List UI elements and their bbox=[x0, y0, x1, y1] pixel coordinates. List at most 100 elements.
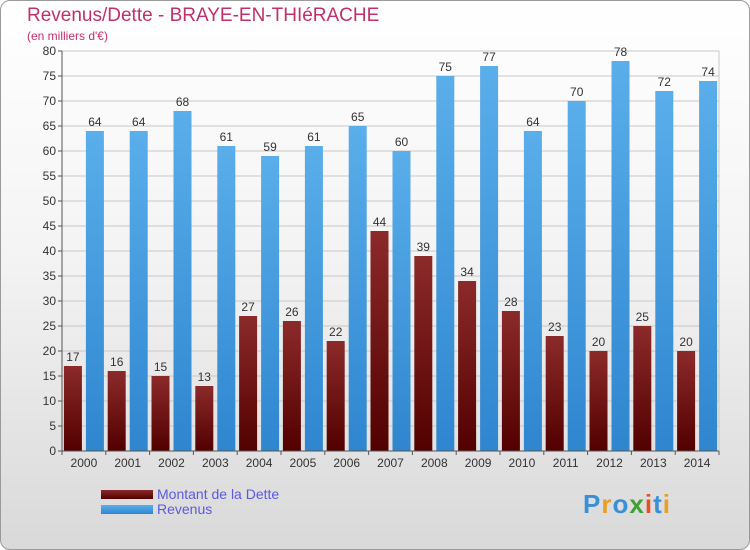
data-label-revenue: 74 bbox=[701, 65, 715, 79]
data-label-revenue: 78 bbox=[614, 45, 628, 59]
x-tick-label: 2003 bbox=[202, 456, 229, 470]
data-label-debt: 13 bbox=[198, 370, 212, 384]
y-tick-label: 65 bbox=[43, 119, 57, 133]
bar-debt bbox=[107, 371, 126, 451]
data-label-debt: 17 bbox=[66, 350, 80, 364]
chart-title: Revenus/Dette - BRAYE-EN-THIéRACHE bbox=[27, 5, 380, 26]
x-tick-label: 2013 bbox=[640, 456, 667, 470]
chart-subtitle: (en milliers d'€) bbox=[27, 29, 108, 43]
y-axis: 0 5 10 15 20 25 30 35 40 45 50 55 60 65 70 75 80 bbox=[43, 44, 63, 458]
y-tick-label: 60 bbox=[43, 144, 57, 158]
data-label-revenue: 75 bbox=[439, 60, 453, 74]
legend-label-revenue: Revenus bbox=[157, 501, 213, 517]
logo-letter: r bbox=[601, 489, 613, 519]
data-label-revenue: 77 bbox=[482, 50, 496, 64]
bar-debt bbox=[458, 281, 477, 451]
bar-revenue bbox=[436, 76, 455, 451]
bar-revenue bbox=[699, 81, 718, 451]
bar-revenue bbox=[567, 101, 586, 451]
x-tick-label: 2006 bbox=[333, 456, 360, 470]
data-label-debt: 22 bbox=[329, 325, 343, 339]
data-labels: 17 64 16 64 15 68 13 61 27 59 26 61 22 65 44 60 39 75 34 77… bbox=[66, 45, 715, 384]
logo-letter: P bbox=[583, 489, 602, 519]
data-label-debt: 23 bbox=[548, 320, 562, 334]
data-label-revenue: 61 bbox=[220, 130, 234, 144]
y-tick-label: 20 bbox=[43, 344, 57, 358]
y-tick-label: 55 bbox=[43, 169, 57, 183]
y-tick-label: 0 bbox=[49, 444, 56, 458]
x-tick-label: 2001 bbox=[114, 456, 141, 470]
x-tick-label: 2004 bbox=[246, 456, 273, 470]
bar-debt bbox=[326, 341, 345, 451]
x-tick-label: 2007 bbox=[377, 456, 404, 470]
bar-revenue bbox=[392, 151, 411, 451]
data-label-debt: 28 bbox=[504, 295, 518, 309]
bar-revenue bbox=[261, 156, 280, 451]
bars bbox=[63, 61, 718, 451]
x-tick-label: 2008 bbox=[421, 456, 448, 470]
bar-revenue bbox=[85, 131, 104, 451]
data-label-debt: 16 bbox=[110, 355, 124, 369]
x-tick-label: 2000 bbox=[71, 456, 98, 470]
x-tick-label: 2011 bbox=[553, 456, 579, 470]
grid-lines bbox=[62, 50, 720, 452]
data-label-revenue: 64 bbox=[526, 115, 540, 129]
bar-revenue bbox=[217, 146, 236, 451]
legend-label-debt: Montant de la Dette bbox=[157, 486, 280, 502]
bar-revenue bbox=[129, 131, 148, 451]
data-label-debt: 20 bbox=[592, 335, 606, 349]
data-label-revenue: 59 bbox=[263, 140, 277, 154]
logo-letter: i bbox=[662, 489, 671, 519]
data-label-revenue: 64 bbox=[132, 115, 146, 129]
data-label-debt: 25 bbox=[636, 310, 650, 324]
bar-revenue bbox=[523, 131, 542, 451]
x-axis: 2000 2001 2002 2003 2004 2005 2006 2007 2008 2009… bbox=[61, 450, 720, 470]
y-tick-label: 15 bbox=[43, 369, 57, 383]
data-label-debt: 44 bbox=[373, 215, 387, 229]
x-tick-label: 2005 bbox=[290, 456, 317, 470]
data-label-revenue: 64 bbox=[88, 115, 102, 129]
y-tick-label: 25 bbox=[43, 319, 57, 333]
bar-debt bbox=[370, 231, 389, 451]
bar-revenue bbox=[348, 126, 367, 451]
bar-revenue bbox=[611, 61, 630, 451]
logo-letter: t bbox=[653, 489, 663, 519]
bar-debt bbox=[414, 256, 433, 451]
bar-revenue bbox=[480, 66, 499, 451]
legend-swatch-debt bbox=[101, 490, 153, 499]
logo-letter: x bbox=[629, 489, 645, 519]
logo-letter: i bbox=[644, 489, 654, 519]
data-label-debt: 39 bbox=[417, 240, 431, 254]
x-tick-label: 2014 bbox=[684, 456, 711, 470]
x-tick-label: 2010 bbox=[509, 456, 536, 470]
y-tick-label: 30 bbox=[43, 294, 57, 308]
y-tick-label: 75 bbox=[43, 69, 57, 83]
y-tick-label: 80 bbox=[43, 44, 57, 58]
bar-debt bbox=[151, 376, 170, 451]
x-tick-label: 2012 bbox=[596, 456, 623, 470]
data-label-revenue: 70 bbox=[570, 85, 584, 99]
data-label-revenue: 68 bbox=[176, 95, 190, 109]
y-tick-label: 10 bbox=[43, 394, 57, 408]
data-label-debt: 27 bbox=[241, 300, 255, 314]
proxiti-logo: Proxiti bbox=[583, 489, 671, 520]
bar-debt bbox=[677, 351, 696, 451]
data-label-revenue: 61 bbox=[307, 130, 321, 144]
bar-debt bbox=[239, 316, 258, 451]
y-tick-label: 5 bbox=[49, 419, 56, 433]
data-label-debt: 20 bbox=[679, 335, 693, 349]
y-tick-label: 70 bbox=[43, 94, 57, 108]
x-tick-label: 2002 bbox=[158, 456, 185, 470]
bar-debt bbox=[282, 321, 301, 451]
y-tick-label: 45 bbox=[43, 219, 57, 233]
y-tick-label: 40 bbox=[43, 244, 57, 258]
bar-debt bbox=[501, 311, 520, 451]
bar-debt bbox=[195, 386, 214, 451]
data-label-revenue: 60 bbox=[395, 135, 409, 149]
bar-revenue bbox=[173, 111, 192, 451]
y-tick-label: 35 bbox=[43, 269, 57, 283]
data-label-debt: 15 bbox=[154, 360, 168, 374]
x-tick-label: 2009 bbox=[465, 456, 492, 470]
